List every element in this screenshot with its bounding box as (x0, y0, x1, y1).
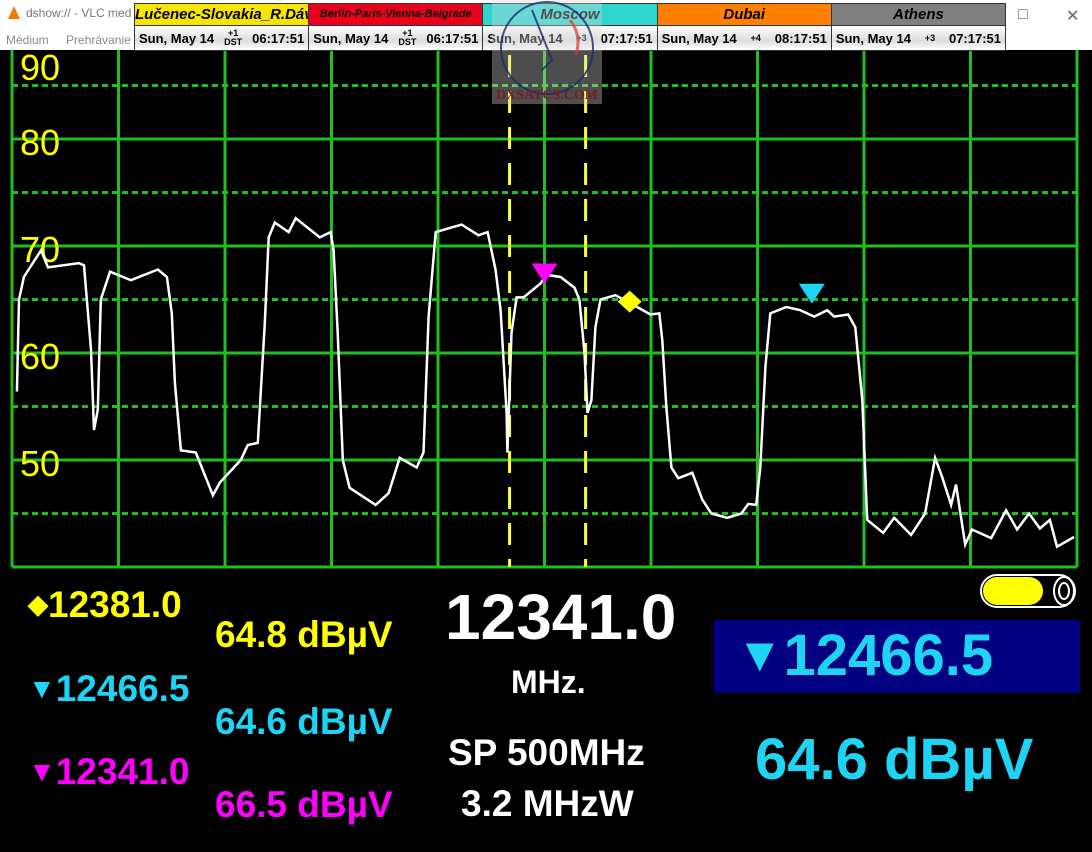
clock-city: Berlin-Paris-Vienna-Belgrade (309, 4, 483, 26)
maximize-icon[interactable]: □ (1018, 6, 1028, 23)
clock-datetime: Sun, May 14+307:17:51 (483, 26, 657, 50)
clock-time: 06:17:51 (252, 30, 305, 46)
clock-city: Athens (831, 4, 1006, 26)
clock-4: Athens Sun, May 14 +3 07:17:51 (831, 4, 1006, 50)
marker2-freq-readout: ▼12466.5 (28, 668, 189, 710)
y-tick-label: 70 (20, 229, 60, 270)
rbw-readout: 3.2 MHzW (461, 783, 634, 824)
dxsatcs-watermark-logo: DXSATCS.COM (492, 0, 602, 104)
clock-time: 06:17:51 (426, 30, 479, 46)
marker-triangle-2 (531, 263, 558, 284)
clock-time: 08:17:51 (774, 30, 827, 46)
clock-date: Sun, May 14 (139, 30, 215, 46)
clock-time: 07:17:51 (948, 30, 1002, 46)
clock-offset: +3 (576, 33, 586, 43)
y-tick-label: 80 (20, 122, 60, 163)
y-tick-label: 60 (20, 336, 60, 377)
clock-utc-offset: +3 (576, 33, 586, 43)
center-frequency-unit: MHz. (511, 664, 586, 700)
clock-city: Dubai (657, 4, 831, 26)
clock-utc-offset: +1 (228, 28, 239, 38)
clock-datetime: Sun, May 14 +1 DST 06:17:51 (135, 26, 309, 50)
menu-medium[interactable]: Médium (6, 33, 49, 47)
span-readout: SP 500MHz (448, 732, 645, 773)
clock-utc-offset: +1 (402, 28, 413, 38)
clock-offset: +1 DST (224, 29, 242, 47)
marker3-freq-readout: ▼12341.0 (28, 751, 189, 793)
y-tick-label: 90 (20, 47, 60, 88)
menu-playback[interactable]: Prehrávanie (66, 33, 131, 47)
clock-offset: +1 DST (398, 29, 416, 47)
triangle-marker-icon: ▼ (28, 673, 56, 704)
watermark-text: DXSATCS.COM (496, 88, 598, 103)
clock-time: 07:17:51 (600, 30, 653, 46)
clock-dst: DST (398, 37, 417, 47)
battery-icon (980, 574, 1076, 608)
active-marker-freq: 12466.5 (783, 623, 994, 688)
clock-1: Berlin-Paris-Vienna-Belgrade Sun, May 14… (309, 4, 484, 50)
triangle-marker-icon: ▼ (736, 629, 784, 682)
window-title: dshow:// - VLC med (8, 6, 131, 20)
active-marker-level: 64.6 dBµV (755, 727, 1034, 792)
clock-date: Sun, May 14 (835, 30, 911, 46)
clock-dst: DST (224, 37, 243, 47)
world-clocks: Lučenec-Slovakia_R.Dávid Sun, May 14 +1 DS… (134, 3, 1006, 51)
clock-2: Moscow Sun, May 14+307:17:51 (483, 4, 658, 50)
active-marker-freq-readout: ▼12466.5 (736, 622, 993, 689)
vlc-cone-icon (8, 6, 20, 19)
triangle-marker-icon: ▼ (28, 756, 56, 787)
menu-bar: Médium Prehrávanie (6, 33, 145, 47)
active-marker-panel: ▼12466.5 (714, 620, 1080, 693)
clock-utc-offset: +3 (924, 32, 936, 43)
close-icon[interactable]: ✕ (1066, 8, 1080, 25)
marker-triangle-1 (798, 283, 825, 304)
clock-date: Sun, May 14 (661, 30, 737, 46)
clock-city: Lučenec-Slovakia_R.Dávid (135, 4, 309, 26)
window-title-text: dshow:// - VLC med (26, 6, 132, 20)
clock-utc-offset: +4 (750, 32, 761, 43)
marker2-level: 64.6 dBµV (215, 701, 393, 742)
marker1-freq: 12381.0 (48, 584, 182, 625)
clock-0: Lučenec-Slovakia_R.Dávid Sun, May 14 +1 DS… (135, 4, 310, 50)
clock-datetime: Sun, May 14 +3 07:17:51 (831, 26, 1006, 50)
clock-date: Sun, May 14 (313, 30, 389, 46)
marker2-freq: 12466.5 (55, 668, 190, 709)
clock-city: Moscow (483, 4, 657, 26)
clock-offset: +4 (750, 32, 761, 43)
marker3-freq: 12341.0 (55, 751, 190, 792)
y-tick-label: 50 (20, 443, 60, 484)
diamond-marker-icon: ◆ (28, 589, 48, 619)
center-frequency: 12341.0 (445, 581, 677, 653)
clock-datetime: Sun, May 14 +1 DST 06:17:51 (309, 26, 483, 50)
clock-3: Dubai Sun, May 14 +4 08:17:51 (657, 4, 832, 50)
clock-datetime: Sun, May 14 +4 08:17:51 (657, 26, 831, 50)
marker1-freq-readout: ◆12381.0 (28, 584, 182, 626)
marker-diamond-0 (617, 290, 642, 313)
clock-offset: +3 (924, 32, 936, 43)
marker1-level: 64.8 dBµV (215, 614, 393, 655)
marker3-level: 66.5 dBµV (215, 784, 393, 825)
